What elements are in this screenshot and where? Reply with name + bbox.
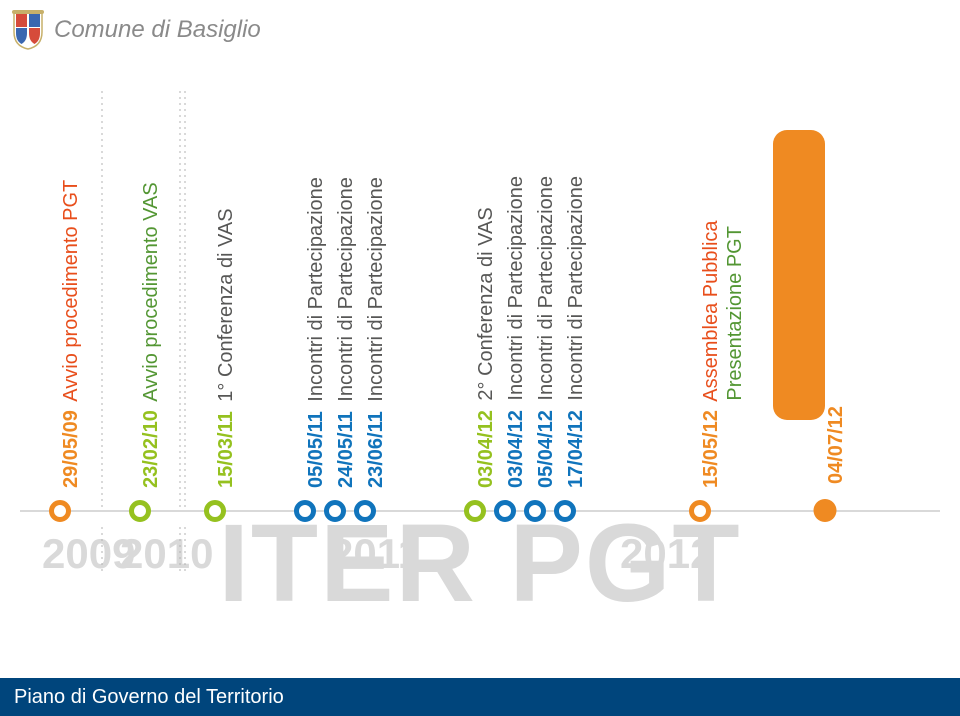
event-text: Assemblea Pubblica (700, 220, 722, 406)
event-text: 1° Conferenza di VAS (215, 208, 237, 407)
timeline-event: 15/05/12 Assemblea Pubblica15/05/12 Pres… (684, 70, 716, 530)
event-date: 15/05/12 (700, 410, 722, 488)
event-date: 23/02/10 (140, 410, 162, 488)
event-date: 17/04/12 (565, 410, 587, 488)
event-label: 29/05/09 Avvio procedimento PGT (60, 68, 83, 488)
event-label: 15/03/11 1° Conferenza di VAS (215, 68, 238, 488)
header: Comune di Basiglio (10, 10, 261, 50)
event-text: CONSIGLIO COMUNALE (825, 171, 847, 407)
timeline-event: 23/02/10 Avvio procedimento VAS (124, 70, 156, 530)
footer-text: Piano di Governo del Territorio (14, 686, 284, 709)
event-date: 15/03/11 (215, 411, 237, 488)
event-date: 23/06/11 (365, 411, 387, 488)
timeline-event: 05/04/12 Incontri di Partecipazione (519, 70, 551, 530)
timeline-event: 03/04/12 Incontri di Partecipazione (489, 70, 521, 530)
event-label: 17/04/12 Incontri di Partecipazione (565, 68, 588, 488)
event-pill-bg (773, 130, 825, 420)
guide-dotline (184, 89, 186, 507)
timeline-event-final: 04/07/12 CONSIGLIO COMUNALE04/07/12 PER … (809, 70, 841, 530)
event-date: 04/07/12 (825, 406, 847, 484)
slide-title: ITER PGT (0, 500, 960, 627)
event-text-2: Presentazione PGT (724, 226, 746, 406)
guide-dotline (179, 89, 181, 507)
event-text: Incontri di Partecipazione (565, 176, 587, 406)
event-text: Avvio procedimento VAS (140, 182, 162, 406)
timeline-event: 17/04/12 Incontri di Partecipazione (549, 70, 581, 530)
timeline-event: 03/04/12 2° Conferenza di VAS (459, 70, 491, 530)
crest-icon (10, 10, 46, 50)
timeline-event: 05/05/11 Incontri di Partecipazione (289, 70, 321, 530)
timeline-event: 24/05/11 Incontri di Partecipazione (319, 70, 351, 530)
event-text-2: PER ADOZIONE (849, 251, 871, 407)
event-text: Incontri di Partecipazione (365, 177, 387, 407)
event-label-2: 15/05/12 Presentazione PGT (724, 68, 747, 488)
event-label: 23/02/10 Avvio procedimento VAS (140, 68, 163, 488)
timeline-event: 15/03/11 1° Conferenza di VAS (199, 70, 231, 530)
timeline-event: 29/05/09 Avvio procedimento PGT (44, 70, 76, 530)
event-date: 29/05/09 (60, 410, 82, 488)
footer-bar: Piano di Governo del Territorio (0, 678, 960, 716)
timeline-event: 23/06/11 Incontri di Partecipazione (349, 70, 381, 530)
org-name: Comune di Basiglio (54, 16, 261, 44)
event-label: 15/05/12 Assemblea Pubblica (700, 68, 723, 488)
event-text: Avvio procedimento PGT (60, 180, 82, 406)
event-label-2: 04/07/12 PER ADOZIONE (849, 68, 872, 488)
event-label: 04/07/12 CONSIGLIO COMUNALE (825, 68, 848, 488)
guide-dotline (101, 89, 103, 507)
event-label: 23/06/11 Incontri di Partecipazione (365, 68, 388, 488)
